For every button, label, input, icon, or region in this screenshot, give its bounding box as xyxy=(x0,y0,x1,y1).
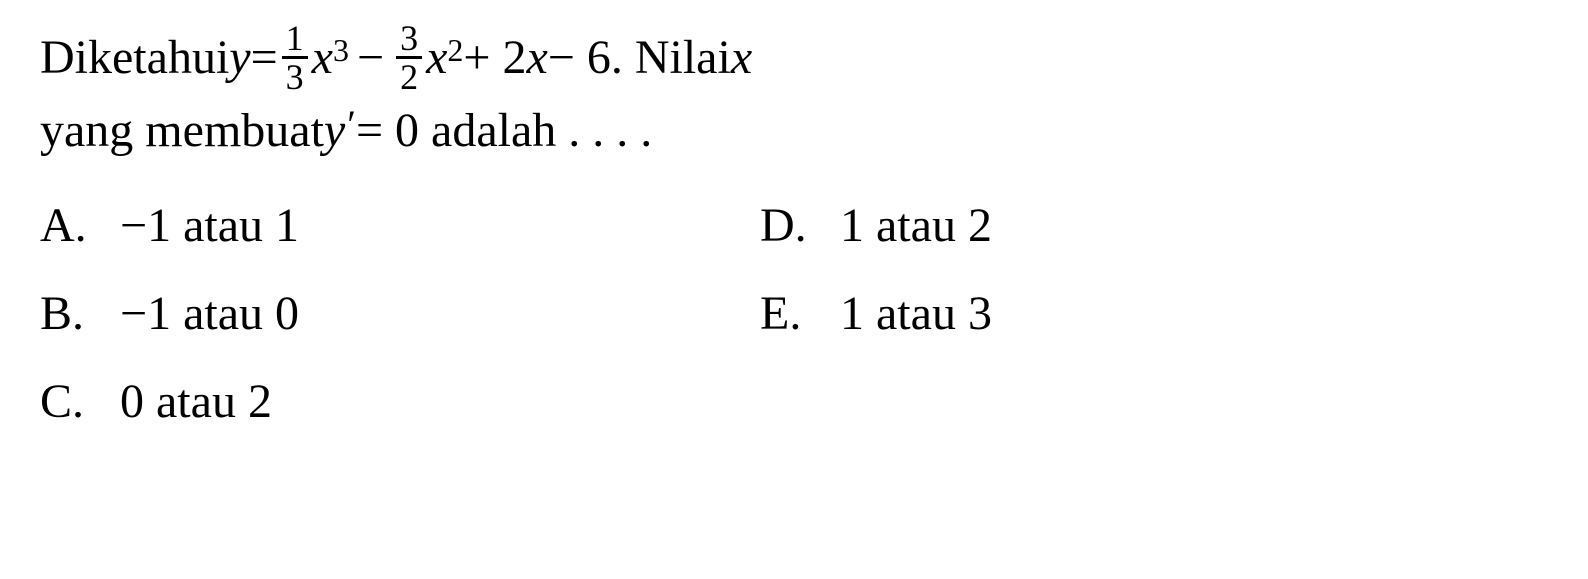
fraction-one-third: 1 3 xyxy=(282,20,308,95)
text-tail: − 6. Nilai xyxy=(548,22,731,94)
minus-operator: − xyxy=(357,22,384,94)
numerator: 3 xyxy=(396,20,422,59)
var-y: y xyxy=(324,95,345,167)
option-letter: C. xyxy=(40,366,120,438)
option-b: B. −1 atau 0 xyxy=(40,270,760,358)
exponent-3: 3 xyxy=(333,26,349,74)
math-problem: Diketahui y = 1 3 x 3 − 3 2 x 2 + 2 x − … xyxy=(40,20,1548,446)
option-text: 1 atau 3 xyxy=(840,278,992,350)
option-c: C. 0 atau 2 xyxy=(40,358,760,446)
option-text: −1 atau 0 xyxy=(120,278,299,350)
option-letter: A. xyxy=(40,190,120,262)
numerator: 1 xyxy=(282,20,308,59)
exponent-2: 2 xyxy=(447,26,463,74)
option-e: E. 1 atau 3 xyxy=(760,270,992,358)
var-x: x xyxy=(312,22,333,94)
var-x: x xyxy=(426,22,447,94)
option-letter: E. xyxy=(760,278,840,350)
equals-sign: = xyxy=(251,22,278,94)
text-diketahui: Diketahui xyxy=(40,22,229,94)
fraction-three-halves: 3 2 xyxy=(396,20,422,95)
options-column-left: A. −1 atau 1 B. −1 atau 0 C. 0 atau 2 xyxy=(40,182,760,446)
question-line-1: Diketahui y = 1 3 x 3 − 3 2 x 2 + 2 x − … xyxy=(40,20,1548,95)
option-letter: B. xyxy=(40,278,120,350)
option-a: A. −1 atau 1 xyxy=(40,182,760,270)
option-d: D. 1 atau 2 xyxy=(760,182,992,270)
denominator: 2 xyxy=(396,59,422,95)
question-line-2: yang membuat y ′ = 0 adalah . . . . xyxy=(40,95,1548,167)
answer-options: A. −1 atau 1 B. −1 atau 0 C. 0 atau 2 D.… xyxy=(40,182,1548,446)
option-text: 1 atau 2 xyxy=(840,190,992,262)
option-letter: D. xyxy=(760,190,840,262)
plus-2: + 2 xyxy=(463,22,526,94)
options-column-right: D. 1 atau 2 E. 1 atau 3 xyxy=(760,182,992,446)
option-text: −1 atau 1 xyxy=(120,190,299,262)
text-yang-membuat: yang membuat xyxy=(40,95,324,167)
denominator: 3 xyxy=(282,59,308,95)
var-x: x xyxy=(526,22,547,94)
prime-symbol: ′ xyxy=(347,95,356,155)
var-x: x xyxy=(731,22,752,94)
option-text: 0 atau 2 xyxy=(120,366,272,438)
var-y: y xyxy=(229,22,250,94)
text-adalah: = 0 adalah . . . . xyxy=(356,95,652,167)
